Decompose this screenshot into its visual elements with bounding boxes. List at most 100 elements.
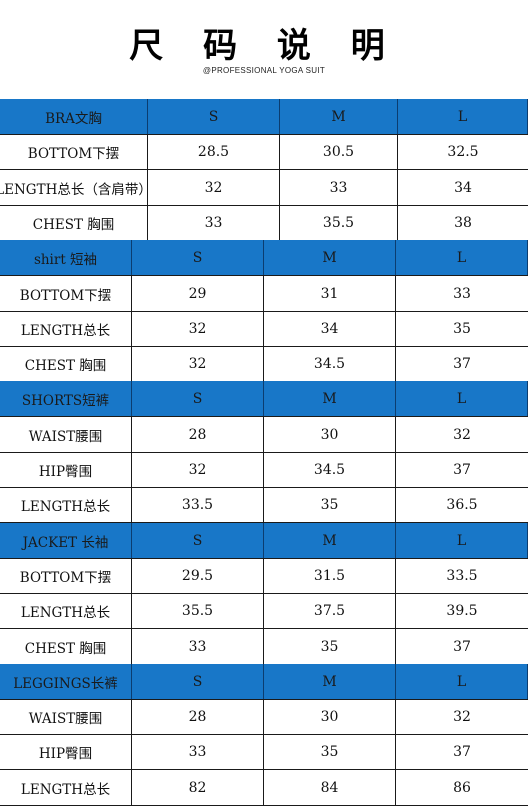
size-header: S <box>132 381 264 416</box>
section-header-row: SHORTS短裤 S M L <box>0 381 528 417</box>
size-value: 84 <box>264 770 396 805</box>
table-row: BOTTOM下摆 29 31 33 <box>0 276 528 312</box>
size-value: 31.5 <box>264 558 396 593</box>
size-header: L <box>396 664 528 699</box>
measure-label: LENGTH总长 <box>0 770 132 805</box>
size-value: 32 <box>453 708 471 725</box>
table-row: HIP臀围 33 35 37 <box>0 734 528 770</box>
table-row: CHEST 胸围 33 35 37 <box>0 629 528 665</box>
measure-label: WAIST腰围 <box>0 417 132 452</box>
table-row: LENGTH总长 82 84 86 <box>0 770 528 806</box>
size-value: 28.5 <box>148 134 280 169</box>
size-value: 37 <box>453 355 471 372</box>
section-header-row: shirt 短袖 S M L <box>0 240 528 276</box>
size-value: 35.5 <box>280 205 398 240</box>
size-value: 33 <box>148 205 280 240</box>
measure-label: LENGTH总长 <box>0 487 132 522</box>
size-value: 32 <box>132 311 264 346</box>
measure-label: LENGTH总长（含肩带） <box>0 170 148 205</box>
size-value: 86 <box>453 779 471 796</box>
size-value: 33.5 <box>132 487 264 522</box>
section-name: BRA文胸 <box>0 99 148 134</box>
section-header-row: BRA文胸 S M L <box>0 99 528 135</box>
size-value: 37.5 <box>264 593 396 628</box>
table-row: LENGTH总长 35.5 37.5 39.5 <box>0 593 528 629</box>
table-row: HIP臀围 32 34.5 37 <box>0 452 528 488</box>
size-value: 30 <box>264 699 396 734</box>
measure-label: LENGTH总长 <box>0 311 132 346</box>
measure-label: BOTTOM下摆 <box>0 276 132 311</box>
section-name: JACKET 长袖 <box>0 523 132 558</box>
size-value: 35 <box>264 629 396 664</box>
table-row: LENGTH总长 33.5 35 36.5 <box>0 487 528 523</box>
size-value: 34.5 <box>264 346 396 381</box>
section-header-row: JACKET 长袖 S M L <box>0 523 528 559</box>
measure-label: CHEST 胸围 <box>0 205 148 240</box>
size-header: L <box>398 99 528 134</box>
size-value: 32 <box>132 346 264 381</box>
page-title: 尺 码 说 明 <box>129 26 399 66</box>
size-value: 35.5 <box>132 593 264 628</box>
size-value: 33 <box>453 285 471 302</box>
size-value: 31 <box>264 276 396 311</box>
table-row: WAIST腰围 28 30 32 <box>0 417 528 453</box>
size-header: M <box>264 381 396 416</box>
table-row: LENGTH总长 32 34 35 <box>0 311 528 347</box>
table-row: BOTTOM下摆 29.5 31.5 33.5 <box>0 558 528 594</box>
size-header: S <box>132 523 264 558</box>
table-row: CHEST 胸围 32 34.5 37 <box>0 346 528 382</box>
size-header: S <box>132 240 264 275</box>
size-value: 32.5 <box>447 143 479 160</box>
table-row: CHEST 胸围 33 35.5 38 <box>0 205 528 241</box>
table-row: WAIST腰围 28 30 32 <box>0 699 528 735</box>
measure-label: LENGTH总长 <box>0 593 132 628</box>
measure-label: HIP臀围 <box>0 452 132 487</box>
measure-label: BOTTOM下摆 <box>0 558 132 593</box>
size-value: 37 <box>453 743 471 760</box>
table-row: BOTTOM下摆 28.5 30.5 32.5 <box>0 134 528 170</box>
size-value: 34 <box>454 179 472 196</box>
size-value: 32 <box>132 452 264 487</box>
size-value: 29 <box>132 276 264 311</box>
size-value: 32 <box>148 170 280 205</box>
size-value: 28 <box>132 417 264 452</box>
size-value: 35 <box>264 734 396 769</box>
size-value: 33 <box>132 734 264 769</box>
size-header: L <box>396 240 528 275</box>
size-header: M <box>264 664 396 699</box>
size-value: 39.5 <box>446 602 478 619</box>
size-value: 36.5 <box>446 496 478 513</box>
size-header: S <box>148 99 280 134</box>
size-value: 38 <box>454 214 472 231</box>
size-header: M <box>264 523 396 558</box>
section-name: SHORTS短裤 <box>0 381 132 416</box>
size-value: 33.5 <box>446 567 478 584</box>
size-value: 82 <box>132 770 264 805</box>
measure-label: CHEST 胸围 <box>0 629 132 664</box>
measure-label: CHEST 胸围 <box>0 346 132 381</box>
size-header: L <box>396 523 528 558</box>
table-row: LENGTH总长（含肩带） 32 33 34 <box>0 170 528 206</box>
size-value: 30 <box>264 417 396 452</box>
size-header: L <box>396 381 528 416</box>
size-value: 33 <box>132 629 264 664</box>
size-header: M <box>264 240 396 275</box>
size-value: 29.5 <box>132 558 264 593</box>
page-subtitle: @PROFESSIONAL YOGA SUIT <box>202 66 326 75</box>
size-value: 37 <box>453 461 471 478</box>
section-name: LEGGINGS长裤 <box>0 664 132 699</box>
measure-label: BOTTOM下摆 <box>0 134 148 169</box>
measure-label: HIP臀围 <box>0 734 132 769</box>
size-value: 28 <box>132 699 264 734</box>
size-value: 35 <box>264 487 396 522</box>
section-header-row: LEGGINGS长裤 S M L <box>0 664 528 700</box>
size-value: 37 <box>453 638 471 655</box>
section-name: shirt 短袖 <box>0 240 132 275</box>
size-value: 35 <box>453 320 471 337</box>
size-value: 33 <box>280 170 398 205</box>
size-header: S <box>132 664 264 699</box>
size-value: 34 <box>264 311 396 346</box>
size-value: 34.5 <box>264 452 396 487</box>
size-value: 32 <box>453 426 471 443</box>
size-value: 30.5 <box>280 134 398 169</box>
